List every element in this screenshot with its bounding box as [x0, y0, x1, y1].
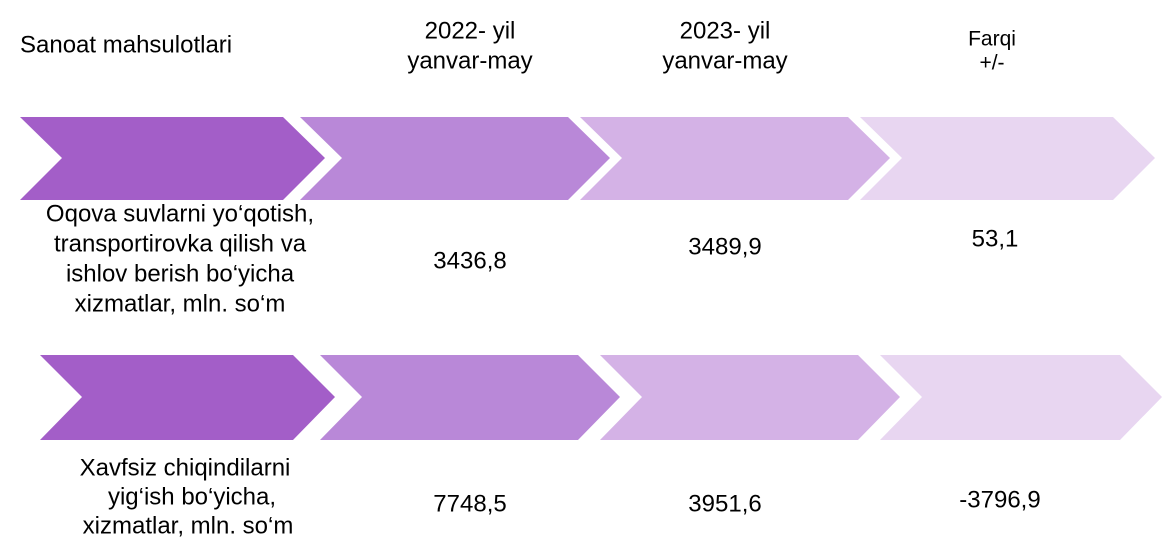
chevron [320, 355, 620, 440]
column-header: +/- [979, 52, 1004, 75]
row-label: Oqova suvlarni yo‘qotish, [46, 200, 314, 227]
chevron [300, 117, 610, 200]
cell-value: 3436,8 [433, 247, 506, 274]
column-header: yanvar-may [662, 47, 787, 74]
column-header: Farqi [968, 28, 1016, 51]
row-label: transportirovka qilish va [54, 230, 307, 257]
row-label: Xavfsiz chiqindilarni [80, 454, 291, 481]
cell-value: 3489,9 [688, 233, 761, 260]
chevron-row [40, 355, 1162, 440]
column-header: yanvar-may [407, 47, 532, 74]
column-header: 2022- yil [425, 17, 516, 44]
chevron [20, 117, 325, 200]
chevron [860, 117, 1155, 200]
row-label: yig‘ish bo‘yicha, [108, 483, 276, 510]
chevron [580, 117, 890, 200]
chevron-row [20, 117, 1155, 200]
cell-value: 3951,6 [688, 490, 761, 517]
row-label: ishlov berish bo‘yicha [66, 260, 295, 287]
chevron [880, 355, 1162, 440]
chevron [40, 355, 335, 440]
cell-value: 53,1 [972, 225, 1019, 252]
column-header: 2023- yil [680, 17, 771, 44]
cell-value: 7748,5 [433, 490, 506, 517]
row-label: xizmatlar, mln. so‘m [83, 512, 294, 539]
row-label: xizmatlar, mln. so‘m [75, 290, 286, 317]
chevron [600, 355, 900, 440]
header-title: Sanoat mahsulotlari [20, 31, 232, 58]
cell-value: -3796,9 [959, 486, 1040, 513]
